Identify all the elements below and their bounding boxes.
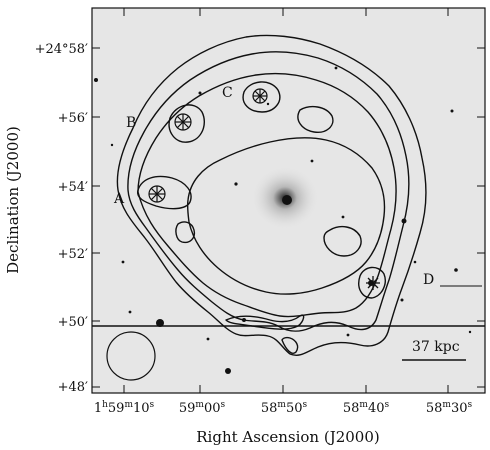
x-axis-label: Right Ascension (J2000): [196, 428, 379, 446]
y-axis-ticks: [92, 47, 485, 388]
contour-shelf-south: [225, 314, 305, 330]
galaxy-core: [282, 195, 292, 205]
contour-level-1: [116, 34, 427, 356]
contour-source-d: [358, 266, 386, 299]
x-tick-label: 58m50s: [261, 400, 308, 416]
contour-inner-hole: [186, 137, 386, 295]
contour-source-b: [168, 104, 206, 143]
y-tick-label: +52′: [58, 247, 88, 262]
y-tick-label: +48′: [58, 380, 88, 395]
y-tick-label: +24°58′: [35, 42, 88, 57]
x-tick-label: 59m00s: [179, 400, 226, 416]
beam-ellipse: [106, 331, 156, 381]
y-tick-label: +56′: [58, 111, 88, 126]
x-tick-label: 58m30s: [426, 400, 473, 416]
contour-blob-se: [323, 225, 362, 257]
source-d-marker: [366, 276, 380, 290]
x-tick-label: 58m40s: [343, 400, 390, 416]
source-b-marker: [174, 113, 192, 131]
radio-contours: [116, 34, 427, 356]
source-label-a: A: [113, 191, 125, 207]
contour-level-3: [137, 72, 397, 318]
contour-blob-north: [297, 105, 334, 133]
contour-source-a: [137, 175, 192, 210]
source-label-d: D: [423, 272, 434, 288]
scale-bar-label: 37 kpc: [412, 339, 460, 355]
contour-level-2: [127, 51, 410, 332]
source-label-b: B: [126, 115, 136, 131]
y-tick-label: +54′: [58, 180, 88, 195]
source-label-c: C: [222, 85, 233, 101]
contour-blob-west: [175, 221, 196, 244]
x-axis-ticks: [123, 8, 449, 393]
source-c-marker: [252, 88, 268, 104]
source-a-marker: [148, 185, 166, 203]
y-tick-label: +50′: [58, 315, 88, 330]
x-tick-label: 1h59m10s: [94, 400, 155, 416]
y-axis-label: Declination (J2000): [4, 126, 22, 274]
contour-tail-south: [281, 336, 299, 354]
contour-source-c: [242, 81, 281, 113]
